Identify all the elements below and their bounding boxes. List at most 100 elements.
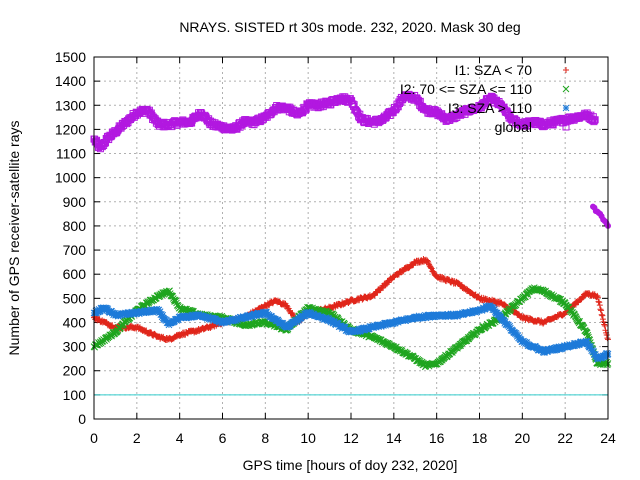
x-tick-label: 10 [300,430,316,446]
y-tick-label: 1200 [55,121,86,137]
data-point-sample [602,327,609,334]
data-point-sample [424,257,431,264]
x-axis: 0 2 4 6 8 10 12 14 16 18 20 22 24 [90,57,616,446]
series-3 [90,90,599,153]
data-point-sample [560,311,567,318]
y-axis-label: Number of GPS receiver-satellite rays [6,121,22,356]
series-layer [90,90,612,396]
series-2 [90,302,612,363]
data-point-sample [594,294,601,301]
data-point-sample [96,315,103,322]
data-point-sample [389,318,396,326]
y-tick-label: 700 [63,242,87,258]
data-point-sample [428,265,435,272]
data-point-sample [592,351,599,358]
data-point-sample [169,293,177,300]
data-point-sample [587,342,594,350]
data-point-sample [591,116,599,124]
y-tick-label: 800 [63,218,87,234]
legend: I1: SZA < 70 I2: 70 <= SZA <= 110 I3: SZ… [400,62,570,135]
x-tick-label: 22 [557,430,573,446]
x-tick-label: 2 [133,430,141,446]
data-point-sample [496,313,504,321]
data-point-sample [604,351,611,359]
x-tick-label: 8 [261,430,269,446]
legend-marker [562,85,570,93]
data-point-sample [604,361,611,369]
data-point-sample [583,329,591,337]
legend-label-i2: I2: 70 <= SZA <= 110 [400,81,532,97]
data-point-sample [520,294,527,301]
data-point-sample [156,308,164,315]
data-point-sample [101,139,109,147]
legend-marker [563,67,569,73]
data-point-sample [427,264,434,271]
data-point-sample [601,321,608,328]
data-point-sample [175,303,182,310]
data-point-sample [583,338,591,346]
data-point-sample [596,302,603,309]
y-tick-label: 300 [63,339,87,355]
data-point-sample [272,315,279,323]
chart-title: NRAYS. SISTED rt 30s mode. 232, 2020. Ma… [179,19,520,35]
data-point-sample [217,320,225,327]
data-point-sample [576,340,584,348]
y-tick-label: 100 [63,387,87,403]
legend-label-i1: I1: SZA < 70 [455,62,533,78]
data-point-sample [599,312,606,319]
x-tick-label: 0 [90,430,98,446]
plot-frame [93,56,609,420]
x-axis-label: GPS time [hours of doy 232, 2020] [243,457,458,473]
x-tick-label: 4 [176,430,184,446]
data-point-sample [209,314,217,322]
data-point-sample [600,318,607,325]
data-point-sample [598,311,605,318]
y-tick-label: 200 [63,363,87,379]
y-tick-label: 1000 [55,170,86,186]
data-point-sample [603,331,610,338]
data-point-sample [598,307,605,314]
y-tick-label: 0 [78,411,86,427]
y-tick-label: 600 [63,266,87,282]
data-point-sample [604,335,611,342]
y-tick-label: 1300 [55,97,86,113]
data-point-sample [287,322,294,330]
data-point-sample [541,349,548,357]
data-point-sample [283,302,290,309]
x-tick-label: 6 [219,430,227,446]
legend-marker [562,104,570,112]
data-point-sample [331,318,338,326]
data-point-sample [589,113,597,121]
data-point-sample [603,349,611,357]
y-tick-label: 1100 [56,146,86,162]
data-point-sample [361,326,369,334]
legend-label-i3: I3: SZA > 110 [448,100,532,116]
data-point-sample [495,311,503,319]
data-point-sample [581,339,589,347]
x-tick-label: 20 [515,430,531,446]
x-tick-label: 18 [472,430,488,446]
data-point-sample [430,268,437,275]
data-point-sample [597,210,604,217]
data-point-sample [163,316,170,324]
x-tick-label: 16 [429,430,445,446]
legend-label-global: global [495,119,532,135]
data-point-sample [595,298,602,305]
data-point-sample [431,313,439,321]
data-point-sample [159,311,167,319]
data-point-sample [597,306,604,313]
data-point-sample [359,296,366,303]
data-point-sample [491,305,498,313]
y-tick-label: 1400 [55,73,86,89]
data-point-sample [599,316,606,323]
data-point-sample [481,102,489,110]
data-point-sample [584,331,592,339]
data-point-sample [601,322,608,329]
data-point-sample [592,293,599,300]
data-point-sample [301,312,309,320]
data-point-sample [388,320,396,328]
x-tick-label: 12 [343,430,359,446]
legend-markers [562,67,570,131]
x-tick-label: 24 [600,430,616,446]
